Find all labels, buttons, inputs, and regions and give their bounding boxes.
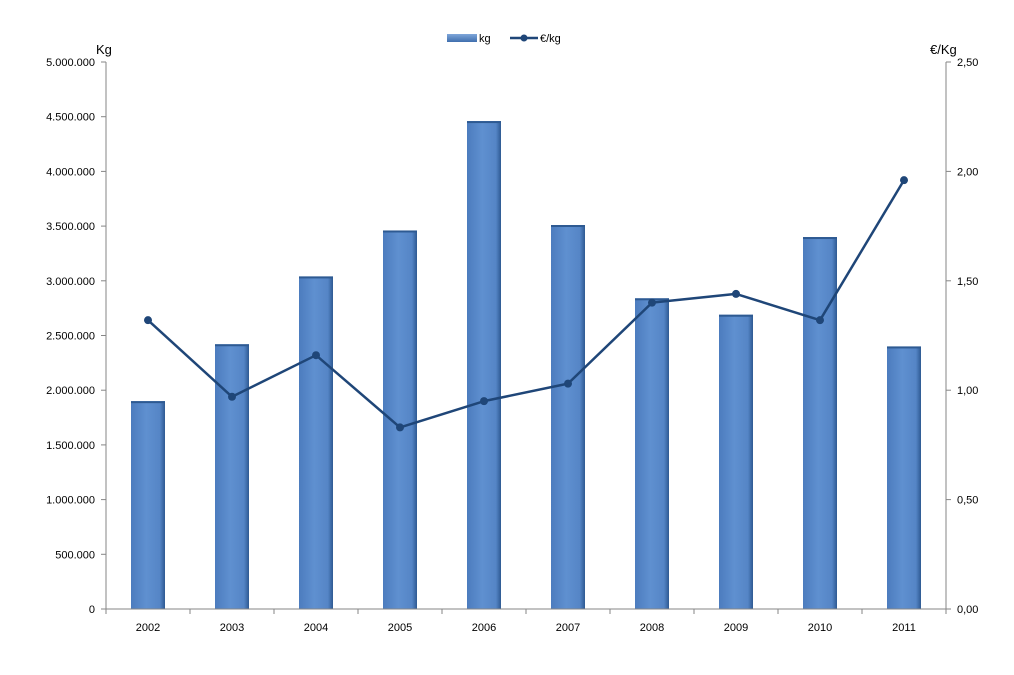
x-tick-label: 2005 bbox=[388, 622, 412, 634]
x-tick-label: 2004 bbox=[304, 622, 328, 634]
x-tick-label: 2003 bbox=[220, 622, 244, 634]
left-tick-label: 5.000.000 bbox=[46, 57, 95, 69]
x-tick-label: 2008 bbox=[640, 622, 664, 634]
left-tick-label: 1.500.000 bbox=[46, 440, 95, 452]
x-tick-label: 2010 bbox=[808, 622, 832, 634]
bar-top-edge bbox=[467, 121, 501, 124]
price-point-2006 bbox=[480, 397, 488, 406]
right-tick-label: 0,00 bbox=[957, 604, 978, 616]
left-tick-label: 0 bbox=[89, 604, 95, 616]
bar-body bbox=[383, 230, 417, 609]
price-point-2004 bbox=[312, 351, 320, 360]
bar-2010 bbox=[803, 237, 837, 610]
bar-top-edge bbox=[215, 344, 249, 347]
left-y-ticks: 0 500.000 1.000.000 1.500.000 2.000.000 2.500… bbox=[46, 57, 106, 616]
left-tick-label: 3.500.000 bbox=[46, 221, 95, 233]
bar-2011 bbox=[887, 346, 921, 609]
line-series-price bbox=[144, 176, 908, 432]
bar-2008 bbox=[635, 298, 669, 609]
bar-body bbox=[131, 401, 165, 609]
bar-2009 bbox=[719, 314, 753, 609]
price-point-2002 bbox=[144, 316, 152, 325]
left-tick-label: 3.000.000 bbox=[46, 276, 95, 288]
x-tick-label: 2006 bbox=[472, 622, 496, 634]
x-tick-label: 2011 bbox=[892, 622, 916, 634]
bar-top-edge bbox=[299, 276, 333, 279]
bar-body bbox=[887, 346, 921, 609]
right-tick-label: 2,00 bbox=[957, 166, 978, 178]
price-point-2008 bbox=[648, 298, 656, 307]
right-tick-label: 1,50 bbox=[957, 276, 978, 288]
bar-body bbox=[467, 121, 501, 610]
bar-top-edge bbox=[719, 314, 753, 317]
left-tick-label: 2.500.000 bbox=[46, 331, 95, 343]
bar-body bbox=[803, 237, 837, 610]
bar-2003 bbox=[215, 344, 249, 609]
bar-top-edge bbox=[383, 230, 417, 233]
bar-2005 bbox=[383, 230, 417, 609]
right-tick-label: 1,00 bbox=[957, 385, 978, 397]
legend-label-kg: kg bbox=[479, 33, 491, 45]
bar-body bbox=[299, 276, 333, 609]
bar-top-edge bbox=[131, 401, 165, 404]
bar-top-edge bbox=[803, 237, 837, 240]
price-point-2005 bbox=[396, 423, 404, 432]
x-tick-label: 2007 bbox=[556, 622, 580, 634]
bar-top-edge bbox=[887, 346, 921, 349]
left-tick-label: 4.500.000 bbox=[46, 112, 95, 124]
bar-series-kg bbox=[131, 121, 921, 610]
price-point-2009 bbox=[732, 289, 740, 298]
bar-body bbox=[719, 314, 753, 609]
price-point-2007 bbox=[564, 379, 572, 388]
right-axis-title: €/Kg bbox=[930, 42, 957, 57]
x-ticks: 2002 2003 2004 2005 2006 2007 2008 2009 2010 2011 bbox=[105, 609, 947, 634]
price-line bbox=[147, 179, 906, 429]
left-tick-label: 4.000.000 bbox=[46, 166, 95, 178]
right-tick-label: 0,50 bbox=[957, 495, 978, 507]
bar-2006 bbox=[467, 121, 501, 610]
bar-2004 bbox=[299, 276, 333, 609]
bar-body bbox=[635, 298, 669, 609]
legend-swatch-kg bbox=[447, 34, 477, 42]
left-tick-label: 2.000.000 bbox=[46, 385, 95, 397]
x-tick-label: 2009 bbox=[724, 622, 748, 634]
price-point-2010 bbox=[816, 316, 824, 325]
left-axis-title: Kg bbox=[96, 42, 112, 57]
bar-2002 bbox=[131, 401, 165, 609]
right-y-ticks: 0,00 0,50 1,00 1,50 2,00 2,50 bbox=[946, 57, 978, 616]
bar-body bbox=[551, 225, 585, 610]
legend: kg €/kg bbox=[447, 33, 561, 45]
left-tick-label: 500.000 bbox=[55, 549, 95, 561]
x-tick-label: 2002 bbox=[136, 622, 160, 634]
bar-body bbox=[215, 344, 249, 609]
bar-2007 bbox=[551, 225, 585, 610]
left-tick-label: 1.000.000 bbox=[46, 495, 95, 507]
price-point-2003 bbox=[228, 392, 236, 401]
bar-top-edge bbox=[551, 225, 585, 228]
price-point-2011 bbox=[900, 176, 908, 185]
legend-label-price: €/kg bbox=[540, 33, 561, 45]
right-tick-label: 2,50 bbox=[957, 57, 978, 69]
legend-swatch-price-marker bbox=[520, 34, 528, 42]
